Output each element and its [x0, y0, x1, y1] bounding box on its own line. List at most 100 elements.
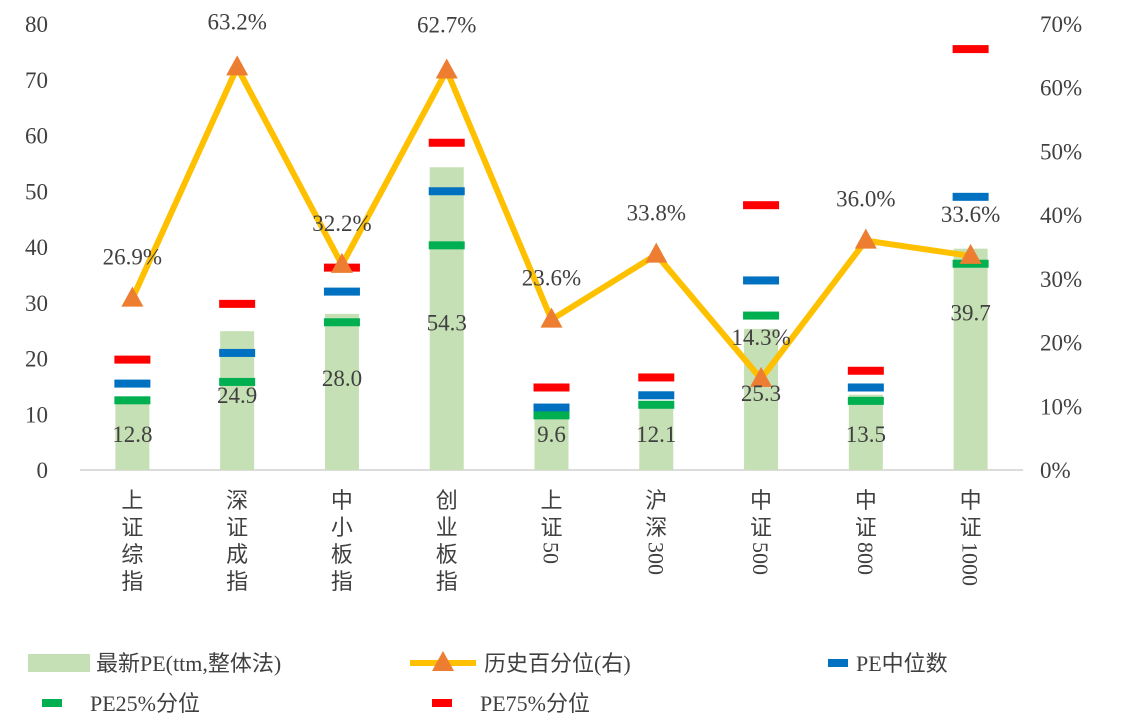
- legend-label-percentile: 历史百分位(右): [484, 651, 631, 676]
- category-char: 上: [121, 488, 143, 513]
- pe-median-marker: [219, 348, 256, 357]
- pe-median-marker: [533, 403, 570, 412]
- right-tick-label: 40%: [1040, 203, 1082, 228]
- category-labels: 上证综指深证成指中小板指创业板指上证50沪深300中证500中证800中证100…: [121, 488, 982, 594]
- right-tick-label: 70%: [1040, 12, 1082, 37]
- legend-swatch-bar: [28, 654, 90, 672]
- left-tick-label: 30: [25, 291, 48, 316]
- category-char: 指: [331, 569, 353, 594]
- percentile-value-label: 33.6%: [941, 202, 1000, 227]
- right-tick-label: 30%: [1040, 267, 1082, 292]
- pe-25-marker: [638, 400, 675, 409]
- left-tick-label: 50: [25, 179, 48, 204]
- pe-bar: [953, 248, 988, 470]
- category-char: 证: [226, 515, 248, 540]
- legend-label-75: PE75%分位: [480, 691, 590, 716]
- pe-value-label: 25.3: [741, 381, 781, 406]
- category-number: 50: [539, 542, 564, 564]
- percentile-triangle-marker: [959, 243, 982, 264]
- percentile-value-label: 33.8%: [627, 201, 686, 226]
- legend-swatch-triangle: [432, 651, 454, 671]
- left-axis: 0 10 20 30 40 50 60 70 80: [25, 12, 48, 483]
- legend: 最新PE(ttm,整体法) 历史百分位(右) PE中位数 PE25%分位 PE75%分位: [28, 651, 948, 716]
- category-char: 指: [436, 569, 458, 594]
- category-char: 板: [331, 542, 353, 567]
- pe-75-marker: [743, 201, 780, 210]
- category-char: 板: [436, 542, 458, 567]
- category-char: 成: [226, 542, 248, 567]
- pe-value-label: 39.7: [950, 301, 990, 326]
- percentile-triangle-marker: [435, 58, 458, 79]
- legend-label-25: PE25%分位: [90, 691, 200, 716]
- data-labels: 12.8 24.9 28.0 54.3 9.6 12.1 25.3 13.5 39.7 26.9%…: [103, 9, 1001, 447]
- percentile-value-label: 63.2%: [207, 9, 266, 34]
- pe-value-label: 9.6: [537, 422, 566, 447]
- pe-median-marker: [323, 287, 360, 296]
- pe-75-marker: [847, 366, 884, 375]
- category-number: 500: [748, 542, 773, 575]
- percentile-triangle-marker: [121, 286, 144, 307]
- pe-25-marker: [533, 411, 570, 420]
- pe-bar: [324, 313, 359, 470]
- pe-bar: [534, 416, 569, 470]
- left-tick-label: 0: [37, 458, 49, 483]
- pe-median-marker: [847, 383, 884, 392]
- pe-median-marker: [638, 391, 675, 400]
- legend-swatch-marker: [432, 699, 452, 707]
- pe-75-marker: [533, 383, 570, 392]
- pe-75-marker: [114, 355, 151, 364]
- pe-25-marker: [743, 311, 780, 320]
- pe-value-label: 12.1: [636, 422, 676, 447]
- pe-median-marker: [114, 379, 151, 388]
- pe-bar: [639, 402, 674, 470]
- pe-25-marker: [323, 318, 360, 327]
- pe-75-marker: [638, 373, 675, 382]
- pe-median-marker: [743, 276, 780, 285]
- category-char: 证: [121, 515, 143, 540]
- pe-25-marker: [428, 241, 465, 250]
- percentile-value-label: 14.3%: [731, 325, 790, 350]
- percentile-value-label: 26.9%: [103, 245, 162, 270]
- percentile-triangle-marker: [645, 242, 668, 263]
- pe-75-marker: [428, 138, 465, 147]
- right-tick-label: 0%: [1040, 458, 1071, 483]
- percentile-triangle-marker: [330, 252, 353, 273]
- category-char: 深: [645, 515, 667, 540]
- right-axis: 0% 10% 20% 30% 40% 50% 60% 70%: [1040, 12, 1082, 483]
- pe-25-marker: [847, 396, 884, 405]
- percentile-triangle-marker: [226, 55, 249, 76]
- percentile-value-label: 36.0%: [836, 187, 895, 212]
- pe-value-label: 54.3: [427, 310, 467, 335]
- category-char: 综: [121, 542, 143, 567]
- pe-value-label: 28.0: [322, 366, 362, 391]
- left-tick-label: 80: [25, 12, 48, 37]
- pe-bar: [848, 394, 883, 470]
- percentile-value-label: 23.6%: [522, 266, 581, 291]
- left-tick-label: 40: [25, 235, 48, 260]
- percentile-line: [121, 55, 982, 387]
- legend-label-median: PE中位数: [856, 651, 948, 676]
- category-number: 300: [643, 542, 668, 575]
- pe-bar: [115, 398, 150, 470]
- percentile-value-label: 32.2%: [312, 211, 371, 236]
- pe-25-marker: [114, 396, 151, 405]
- right-tick-label: 20%: [1040, 331, 1082, 356]
- left-tick-label: 20: [25, 347, 48, 372]
- legend-swatch-marker: [828, 659, 848, 667]
- category-number: 1000: [958, 542, 983, 586]
- left-tick-label: 70: [25, 68, 48, 93]
- category-char: 小: [331, 515, 353, 540]
- legend-swatch-marker: [42, 699, 62, 707]
- pe-median-marker: [952, 192, 989, 201]
- category-char: 指: [121, 569, 143, 594]
- category-char: 中: [331, 488, 353, 513]
- category-char: 沪: [645, 488, 667, 513]
- pe-value-label: 13.5: [846, 422, 886, 447]
